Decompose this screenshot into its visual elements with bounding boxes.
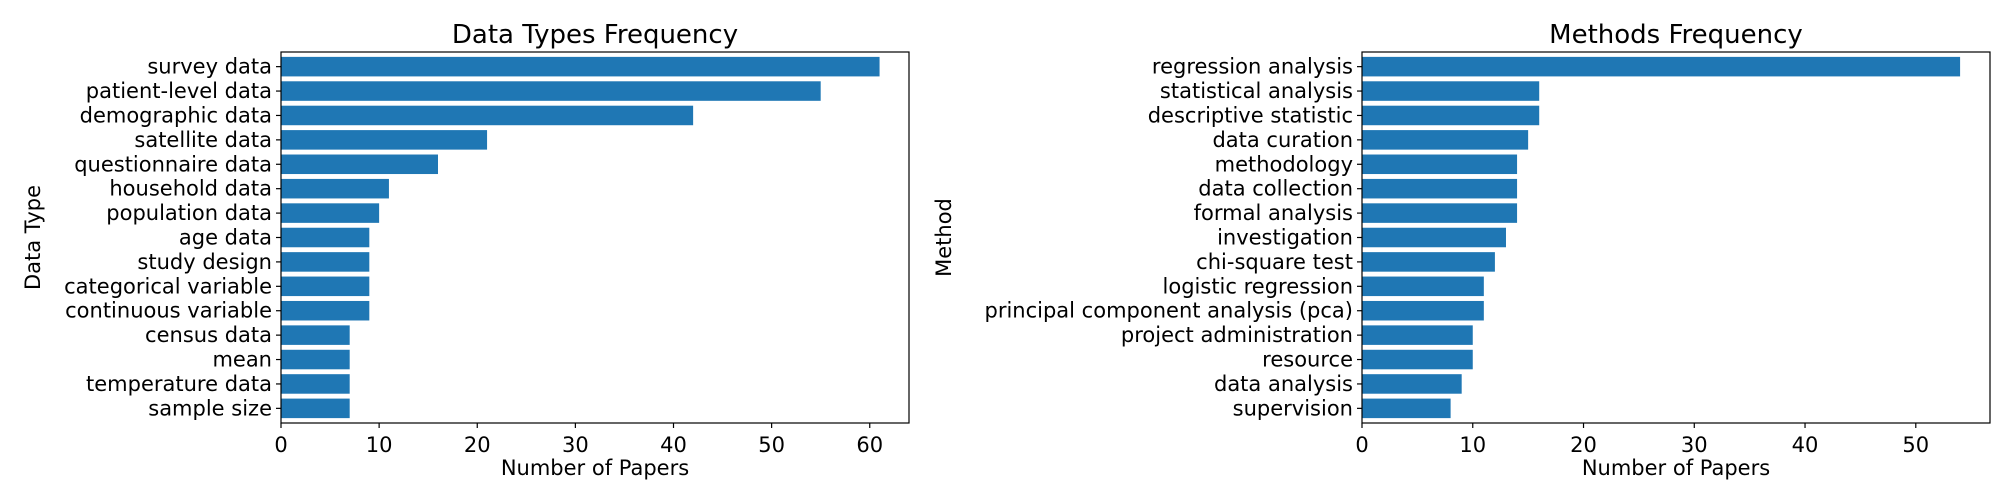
bar [1362, 300, 1484, 321]
x-axis-label: Number of Papers [1582, 456, 1770, 480]
x-axis-label: Number of Papers [501, 456, 689, 480]
bar [281, 325, 350, 345]
category-label: supervision [1233, 396, 1353, 420]
bar [281, 300, 370, 321]
category-label: census data [145, 323, 272, 347]
x-tick-label: 30 [1681, 433, 1708, 457]
x-tick-label: 40 [1792, 433, 1819, 457]
category-label: satellite data [134, 128, 272, 152]
category-label: sample size [148, 396, 272, 420]
x-ticks: 0 10 20 30 40 50 60 [274, 423, 883, 457]
bar [281, 178, 389, 199]
category-label: population data [106, 201, 272, 225]
category-label: household data [109, 177, 272, 201]
category-label: continuous variable [65, 299, 272, 323]
x-tick-label: 10 [1459, 433, 1486, 457]
x-tick-label: 50 [1902, 433, 1929, 457]
x-tick-label: 20 [464, 433, 491, 457]
chart-title: Methods Frequency [1549, 20, 1803, 50]
chart-methods: Methods Frequency Number of Papers Metho… [932, 20, 1991, 480]
bar [281, 154, 438, 175]
bar [281, 203, 380, 223]
bar [281, 130, 488, 150]
bar [1362, 130, 1529, 150]
category-label: data curation [1212, 128, 1353, 152]
bar [281, 276, 370, 297]
bar [281, 105, 694, 126]
bar [1362, 105, 1540, 126]
bar [281, 227, 370, 248]
category-label: methodology [1215, 152, 1353, 176]
bars [1362, 56, 1961, 419]
bar [1362, 325, 1473, 345]
bar [281, 374, 350, 394]
bar [1362, 56, 1961, 77]
category-label: statistical analysis [1160, 79, 1353, 103]
y-axis-label: Data Type [21, 185, 45, 290]
category-label: questionnaire data [74, 152, 272, 176]
bar [281, 349, 350, 370]
bar [1362, 349, 1473, 370]
bar [281, 398, 350, 419]
x-tick-label: 0 [274, 433, 287, 457]
x-tick-label: 0 [1355, 433, 1368, 457]
category-label: categorical variable [64, 274, 272, 298]
bar [1362, 276, 1484, 297]
category-label: data analysis [1214, 372, 1353, 396]
category-label: project administration [1121, 323, 1353, 347]
bar [1362, 252, 1495, 272]
bar [1362, 203, 1518, 223]
plot-frame [280, 51, 910, 424]
bar [1362, 374, 1462, 394]
bar [1362, 81, 1540, 101]
category-label: descriptive statistic [1148, 103, 1353, 127]
bar [281, 81, 821, 101]
category-label: patient-level data [86, 79, 272, 103]
category-label: investigation [1217, 226, 1353, 250]
chart-data-types: Data Types Frequency Number of Papers Da… [21, 20, 910, 480]
bars [281, 56, 880, 419]
category-label: survey data [147, 55, 272, 79]
x-tick-label: 40 [660, 433, 687, 457]
category-label: principal component analysis (pca) [984, 299, 1353, 323]
x-tick-label: 10 [366, 433, 393, 457]
category-label: demographic data [80, 103, 272, 127]
category-label: temperature data [86, 372, 272, 396]
x-tick-label: 60 [856, 433, 883, 457]
bar [1362, 178, 1518, 199]
category-label: regression analysis [1152, 55, 1353, 79]
bar [1362, 398, 1451, 419]
category-label: age data [179, 226, 272, 250]
chart-title: Data Types Frequency [452, 20, 738, 50]
y-axis-label: Method [932, 198, 956, 277]
category-label: data collection [1198, 177, 1353, 201]
x-tick-label: 50 [758, 433, 785, 457]
plot-frame [1361, 51, 1991, 424]
category-label: resource [1262, 348, 1353, 372]
x-tick-label: 30 [562, 433, 589, 457]
bar [1362, 154, 1518, 175]
category-label: study design [137, 250, 272, 274]
category-label: formal analysis [1194, 201, 1353, 225]
category-label: logistic regression [1163, 274, 1353, 298]
bar [281, 56, 880, 77]
bar [281, 252, 370, 272]
category-label: mean [212, 348, 272, 372]
x-ticks: 0 10 20 30 40 50 [1355, 423, 1929, 457]
x-tick-label: 20 [1570, 433, 1597, 457]
category-label: chi-square test [1196, 250, 1353, 274]
bar [1362, 227, 1506, 248]
